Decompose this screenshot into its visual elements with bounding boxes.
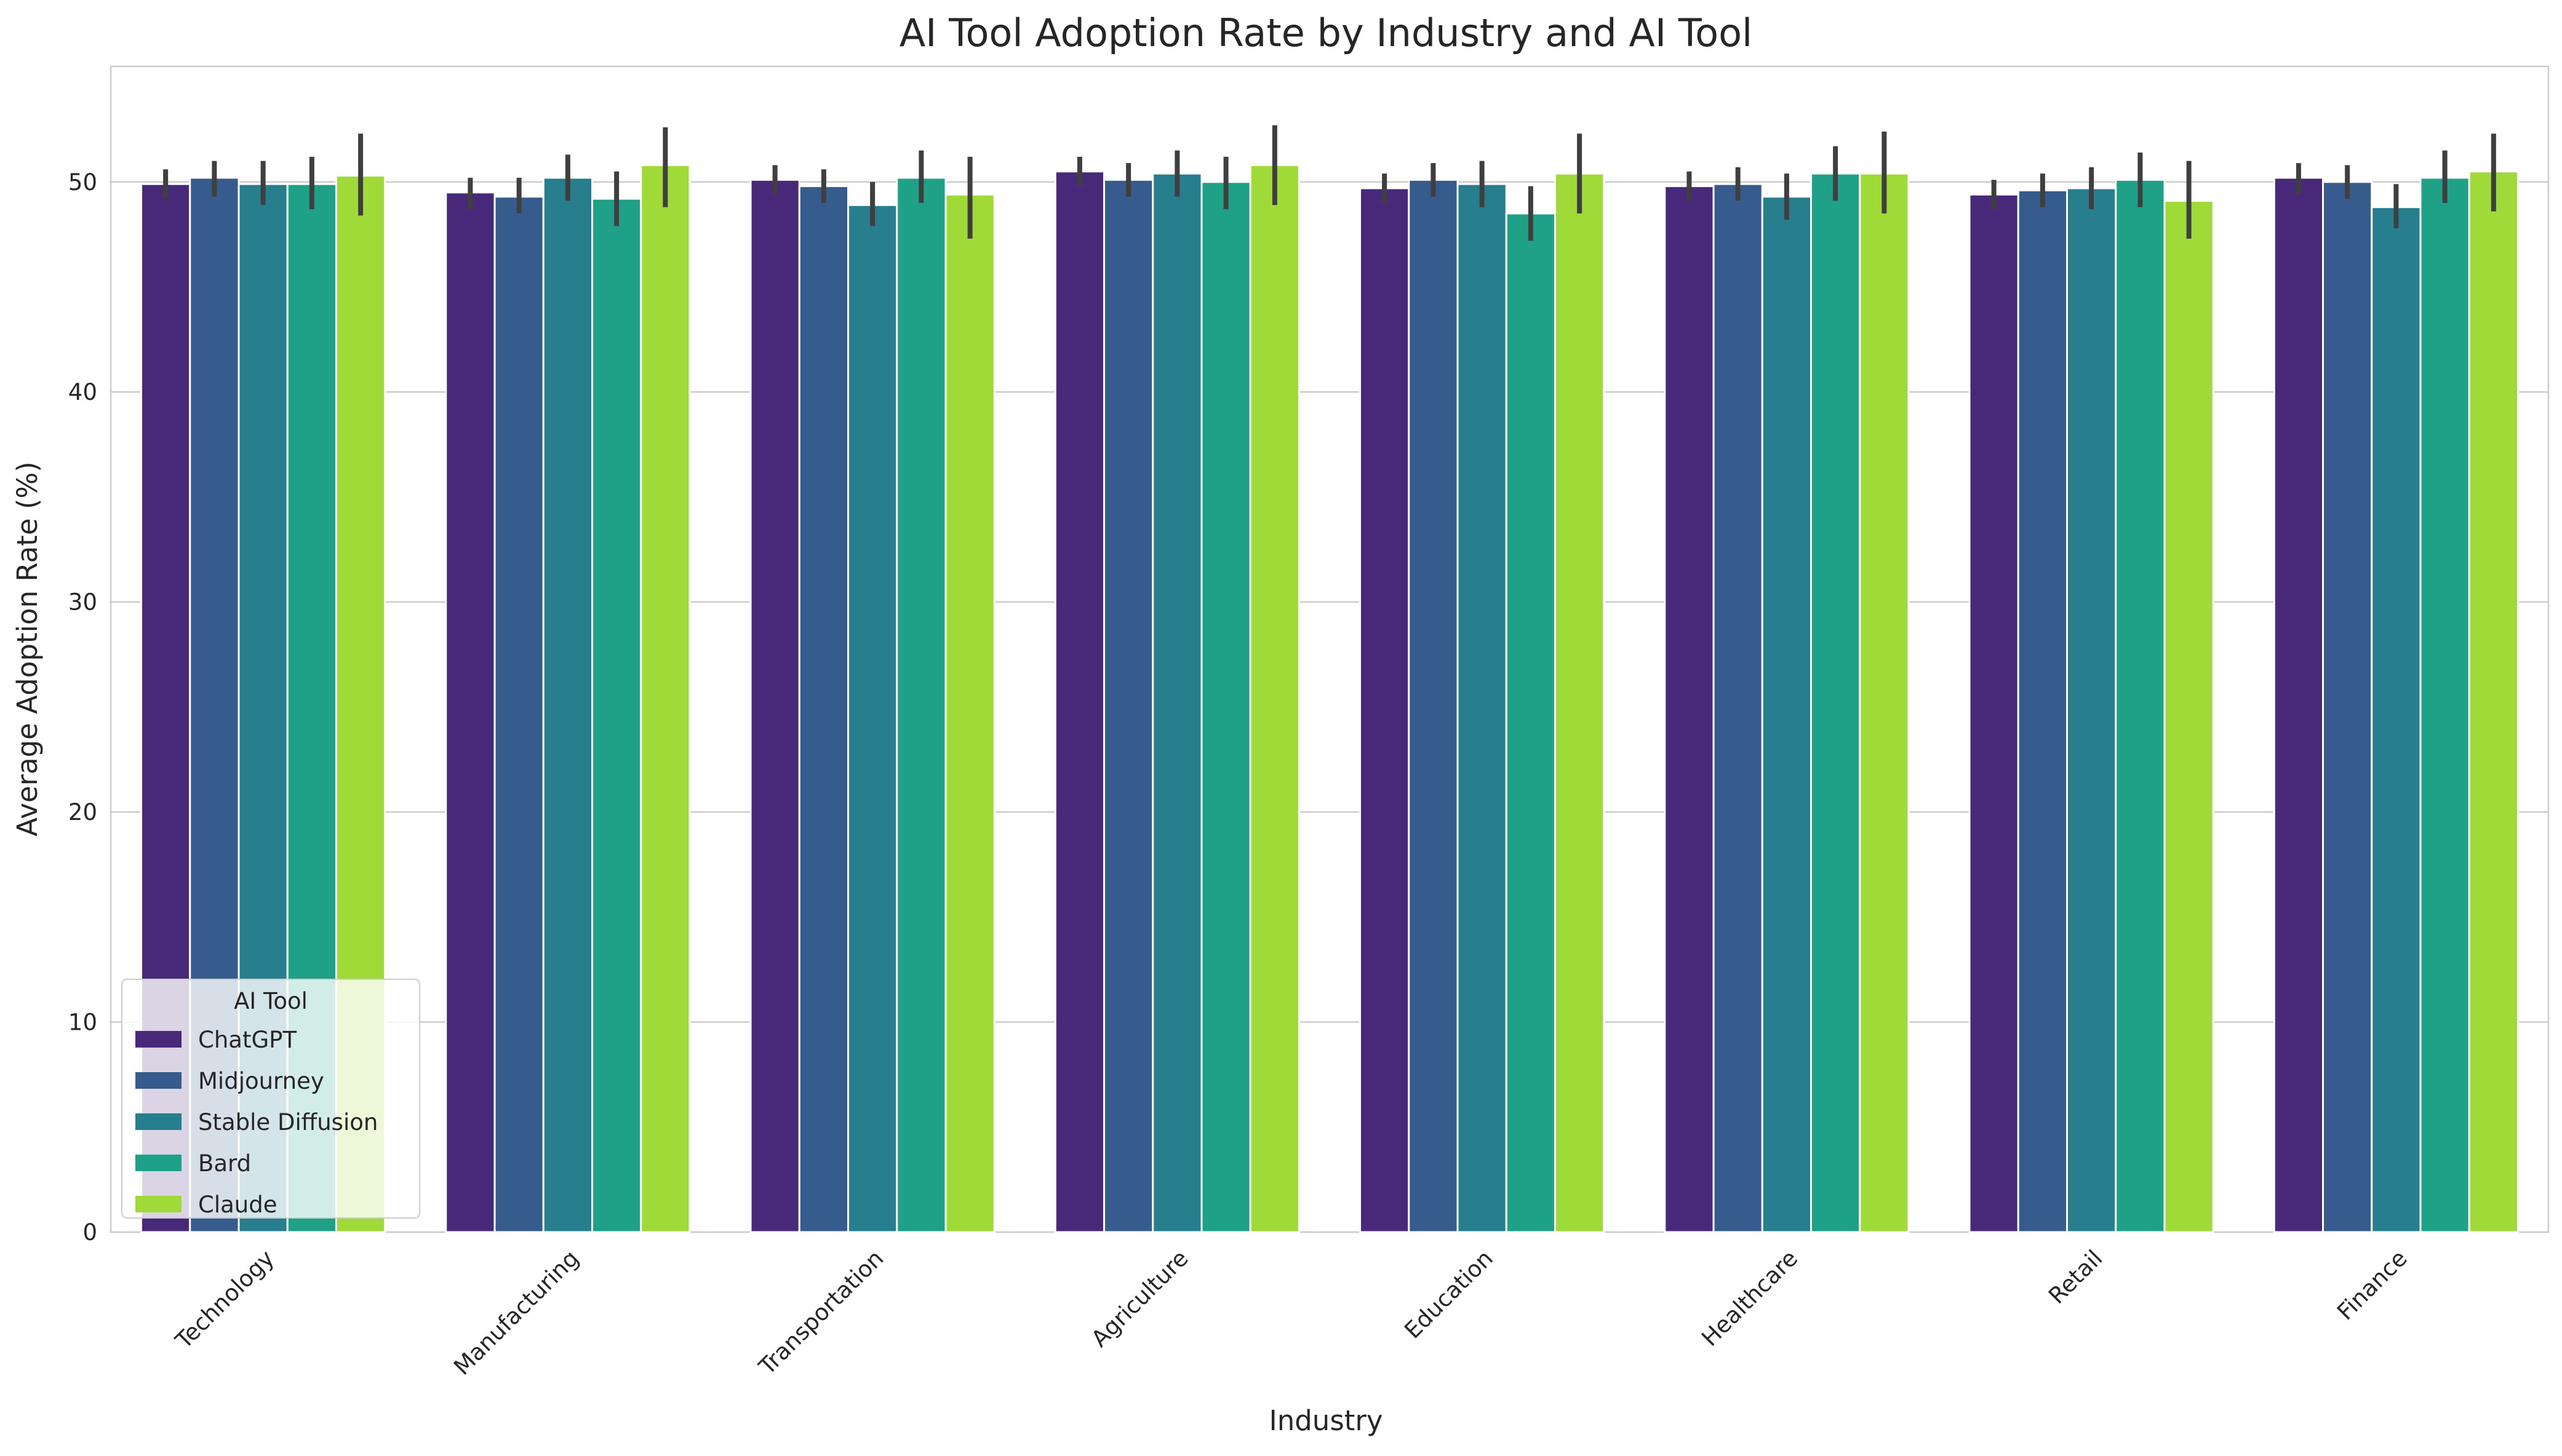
bar xyxy=(2468,170,2519,1233)
x-tick-label: Healthcare xyxy=(1696,1245,1803,1351)
bar xyxy=(1712,183,1763,1233)
chart-title: AI Tool Adoption Rate by Industry and AI… xyxy=(900,10,1753,55)
bar xyxy=(1554,172,1605,1233)
bar xyxy=(1761,196,1812,1233)
y-axis-label: Average Adoption Rate (%) xyxy=(11,461,44,837)
legend-box xyxy=(121,979,420,1219)
bar xyxy=(1456,183,1507,1233)
x-tick-label: Agriculture xyxy=(1086,1245,1193,1352)
legend-swatch xyxy=(135,1031,182,1048)
bar xyxy=(798,185,850,1233)
y-tick-label: 10 xyxy=(68,1009,97,1036)
bar xyxy=(1152,172,1203,1233)
bar xyxy=(640,164,691,1233)
legend-entry[interactable]: Claude xyxy=(198,1191,277,1218)
bar xyxy=(1359,187,1410,1233)
y-tick-label: 50 xyxy=(68,169,97,196)
x-tick-label: Technology xyxy=(170,1245,279,1355)
y-tick-label: 30 xyxy=(68,589,97,616)
bar xyxy=(1054,170,1106,1233)
y-tick-label: 20 xyxy=(68,799,97,825)
bar xyxy=(1664,185,1715,1233)
bar xyxy=(445,191,496,1233)
bar xyxy=(591,197,642,1233)
bar xyxy=(749,178,800,1233)
bar xyxy=(1859,172,1910,1233)
legend-items: ChatGPT Midjourney Stable Diffusion Bard Cla… xyxy=(135,1027,378,1218)
bar xyxy=(2322,181,2373,1233)
x-tick-label: Retail xyxy=(2043,1245,2107,1309)
bars xyxy=(140,164,2519,1233)
x-tick-label: Finance xyxy=(2332,1245,2412,1326)
legend-entry[interactable]: Bard xyxy=(198,1150,251,1177)
error-bars xyxy=(163,125,2496,241)
bar xyxy=(896,177,947,1233)
bar xyxy=(1249,164,1300,1233)
x-axis-label: Industry xyxy=(1269,1404,1383,1437)
legend-entry[interactable]: Stable Diffusion xyxy=(198,1109,378,1136)
bar xyxy=(2273,177,2325,1233)
y-tick-label: 0 xyxy=(82,1219,97,1246)
bar xyxy=(542,177,593,1233)
legend-swatch xyxy=(135,1155,182,1171)
bar xyxy=(2115,178,2166,1233)
bar xyxy=(944,193,996,1233)
legend-title: AI Tool xyxy=(234,988,308,1014)
bar xyxy=(2163,200,2214,1233)
legend-swatch xyxy=(135,1072,182,1089)
bar xyxy=(2017,189,2069,1233)
legend-entry[interactable]: ChatGPT xyxy=(198,1027,297,1053)
legend-entry[interactable]: Midjourney xyxy=(198,1068,324,1094)
legend[interactable]: AI Tool ChatGPT Midjourney Stable Diffusio… xyxy=(121,979,420,1219)
bar xyxy=(847,204,898,1233)
legend-swatch xyxy=(135,1113,182,1130)
bar xyxy=(1968,193,2019,1233)
x-tick-label: Manufacturing xyxy=(449,1245,584,1380)
bar xyxy=(2419,177,2470,1233)
bar xyxy=(1200,181,1251,1233)
y-tick-label: 40 xyxy=(68,379,97,405)
legend-swatch xyxy=(135,1196,182,1212)
bar xyxy=(2066,187,2117,1233)
x-tick-label: Education xyxy=(1399,1245,1498,1344)
y-tick-labels: 0 10 20 30 40 50 xyxy=(68,169,97,1246)
x-tick-labels: Technology Manufacturing Transportation Agr… xyxy=(170,1245,2412,1380)
bar xyxy=(1810,172,1861,1233)
bar xyxy=(1408,178,1459,1233)
x-tick-label: Transportation xyxy=(753,1245,888,1380)
bar xyxy=(1103,178,1154,1233)
bar xyxy=(1505,212,1556,1233)
bar xyxy=(493,196,545,1233)
bar xyxy=(2371,206,2422,1233)
